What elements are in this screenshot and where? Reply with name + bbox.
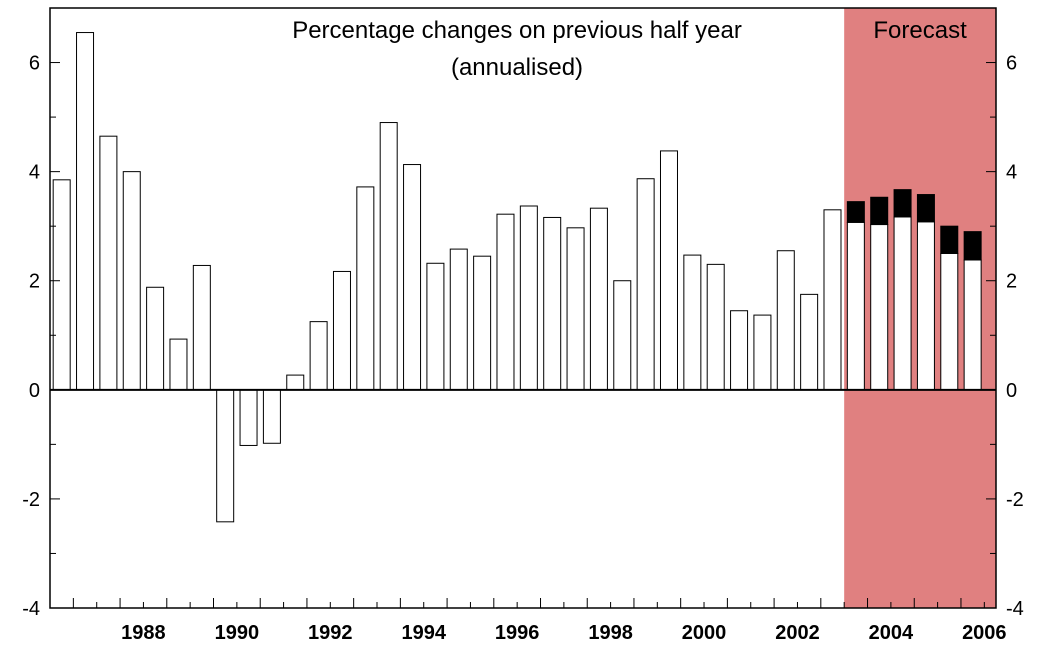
bar [286,374,305,391]
bar [730,310,749,391]
bar-stack-top [940,225,959,254]
bar [379,122,398,391]
bar-stack-top [916,194,935,223]
bar [870,224,889,391]
bar-stack-top [870,196,889,226]
bar [192,264,211,391]
bar [216,389,235,523]
y-tick-label-left: 0 [29,380,40,402]
bar [309,321,328,391]
labels-group: 1988 1990 1992 1994 1996 1998 2000 2002 2004 2006… [22,53,1024,644]
bar [332,270,351,391]
x-tick-label: 1988 [121,622,166,644]
bar [239,389,258,446]
bar [122,171,141,391]
bar [940,252,959,391]
bar-stack-top [893,189,912,218]
y-tick-label-right: -2 [1006,489,1024,511]
forecast-label: Forecast [873,17,967,44]
bar [589,207,608,391]
y-tick-label-left: 4 [29,162,40,184]
bar [776,250,795,391]
x-tick-label: 2004 [869,622,914,644]
y-tick-label-right: -4 [1006,598,1024,620]
y-tick-label-left: -2 [22,489,40,511]
bar [706,263,725,391]
bar [636,178,655,391]
bar [846,221,865,391]
bar [426,262,445,391]
y-tick-label-left: 2 [29,271,40,293]
bar [52,179,71,391]
bar [543,216,562,391]
bar [800,293,819,391]
bar [76,32,95,391]
x-tick-label: 2002 [775,622,820,644]
y-tick-label-right: 2 [1006,271,1017,293]
bar [683,254,702,391]
bar [659,150,678,391]
x-tick-label: 1998 [588,622,633,644]
x-tick-label: 1992 [308,622,353,644]
plot-frame [49,7,997,609]
bar [916,221,935,391]
y-tick-label-left: 6 [29,53,40,75]
bar [893,216,912,391]
bar [262,389,281,444]
bars-group [52,32,982,523]
bar [963,259,982,391]
x-tick-label: 1994 [401,622,446,644]
bar [519,205,538,391]
bar [169,338,188,391]
bar [403,164,422,391]
y-tick-label-right: 4 [1006,162,1017,184]
x-tick-label: 1990 [215,622,260,644]
bar [823,209,842,391]
bar [146,286,165,391]
bar [356,186,375,391]
bar [566,227,585,391]
bar [99,135,118,391]
bar [496,213,515,391]
chart-title-line2: (annualised) [451,54,583,81]
y-tick-label-left: -4 [22,598,40,620]
ticks-group [50,7,996,609]
bar [613,280,632,391]
y-tick-label-right: 6 [1006,53,1017,75]
chart-title-line1: Percentage changes on previous half year [292,17,742,44]
bar [449,248,468,391]
x-tick-label: 1996 [495,622,540,644]
x-tick-label: 2006 [962,622,1007,644]
bar [753,314,772,391]
y-tick-label-right: 0 [1006,380,1017,402]
bar-stack-top [963,231,982,261]
x-tick-label: 2000 [682,622,727,644]
bar-stack-top [846,201,865,223]
bar [473,255,492,391]
